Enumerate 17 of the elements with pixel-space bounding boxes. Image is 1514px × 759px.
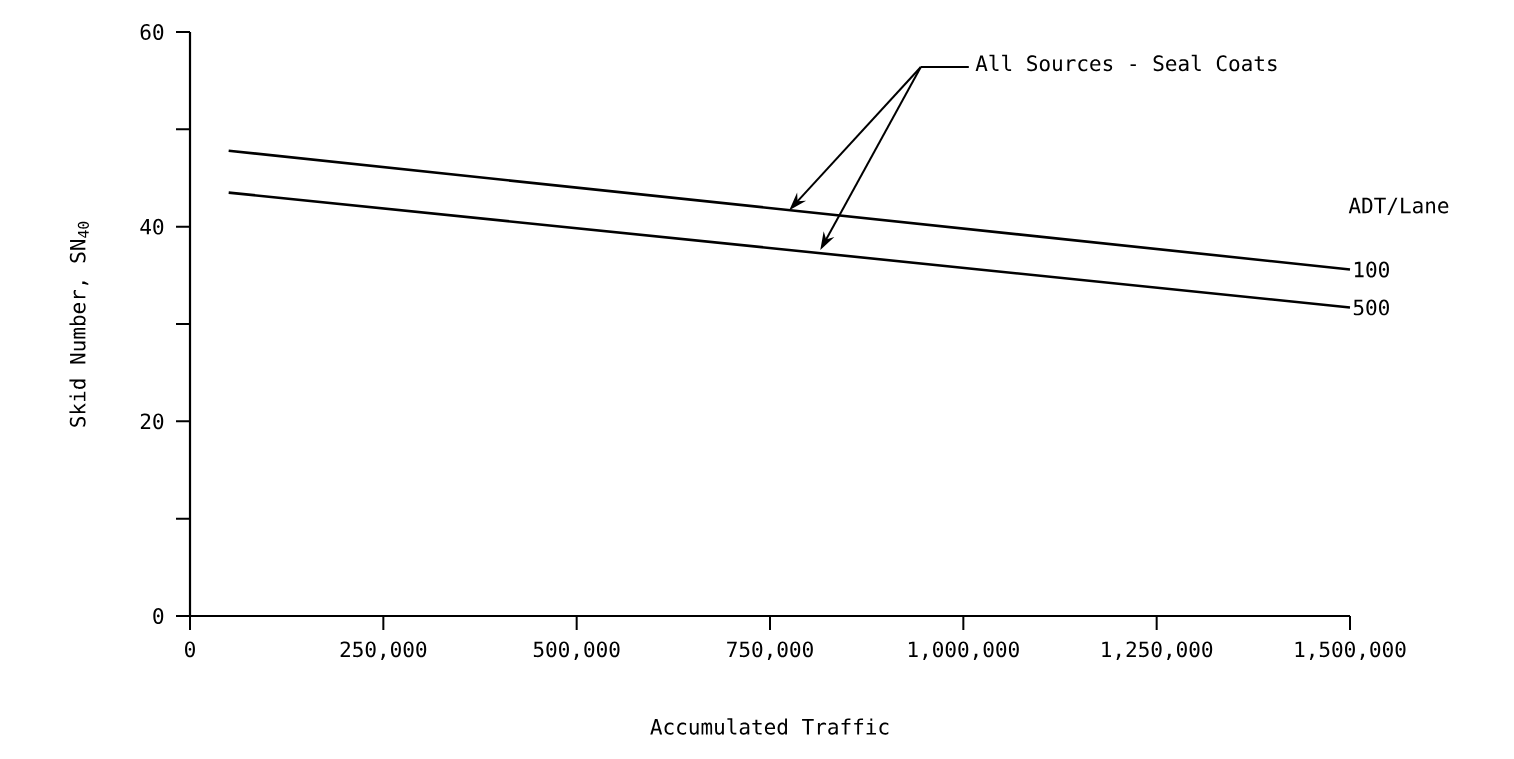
x-tick-label: 0 <box>185 641 195 658</box>
x-tick-label: 1,500,000 <box>1295 641 1406 660</box>
x-axis-title: Accumulated Traffic <box>650 718 889 735</box>
legend-title: ADT/Lane <box>1348 197 1449 216</box>
x-tick-label: 1,000,000 <box>908 641 1019 660</box>
y-axis-title: Skid Number, SN$_{40}$ <box>69 221 89 427</box>
series-label: 100 <box>1354 261 1389 278</box>
annotation: All Sources - Seal Coats <box>975 54 1277 72</box>
y-tick-label: 20 <box>140 413 164 430</box>
y-tick-label: 40 <box>140 218 164 235</box>
x-tick-label: 500,000 <box>533 641 620 660</box>
x-tick-label: 250,000 <box>340 641 427 660</box>
series-label: 500 <box>1353 299 1389 316</box>
x-tick-label: 750,000 <box>727 641 813 660</box>
y-tick-label: 0 <box>153 608 164 624</box>
y-tick-label: 60 <box>140 24 164 40</box>
x-tick-label: 1,250,000 <box>1102 641 1213 660</box>
